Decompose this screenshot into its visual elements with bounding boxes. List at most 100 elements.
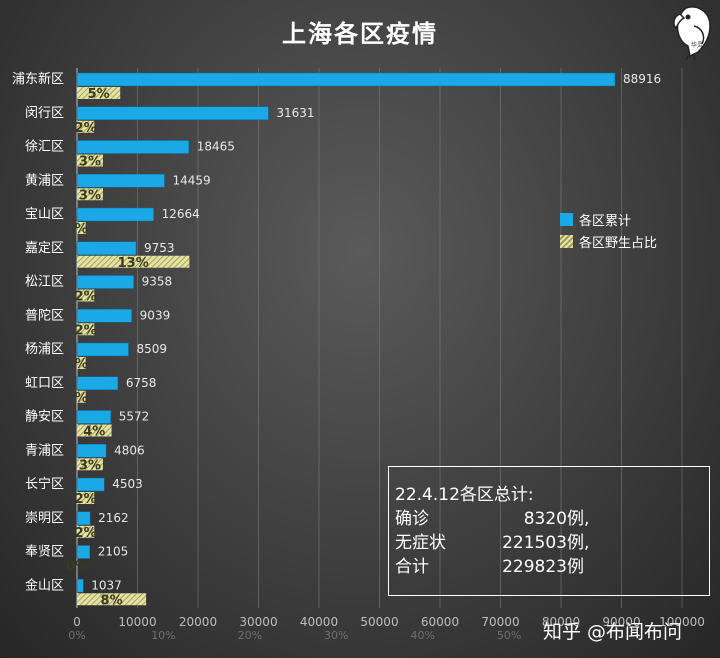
category-label: 松江区	[25, 275, 64, 290]
category-label: 黄浦区	[25, 173, 64, 188]
bar-percent-label: 2%	[75, 290, 97, 305]
bar-cumulative	[76, 444, 107, 458]
category-label: 虹口区	[25, 376, 64, 391]
category-label: 杨浦区	[25, 342, 64, 357]
bar-cumulative	[76, 477, 105, 492]
summary-unit: 例	[567, 557, 584, 577]
bar-cumulative	[76, 545, 90, 559]
bar-value-label: 12664	[162, 207, 200, 221]
bar-value-label: 18465	[197, 140, 235, 154]
chart-title: 上海各区疫情	[282, 20, 438, 48]
bar-cumulative	[76, 376, 119, 390]
bar-wild-ratio	[77, 458, 103, 471]
bar-value-label: 9039	[140, 308, 171, 322]
summary-value: 221503	[502, 533, 567, 553]
bar-cumulative	[76, 511, 91, 525]
x-tick-label-primary: 90000	[602, 615, 640, 629]
bar-wild-ratio	[77, 154, 103, 167]
summary-value: 229823	[502, 557, 567, 577]
x-tick-label-primary: 100000	[659, 615, 705, 629]
summary-unit: 例,	[567, 509, 590, 529]
x-tick-label-secondary: 30%	[324, 629, 348, 642]
x-tick-label-primary: 40000	[300, 615, 338, 629]
bar-percent-label: %	[75, 391, 88, 406]
x-tick-label-primary: 30000	[239, 615, 277, 629]
bar-cumulative	[76, 106, 269, 120]
bar-percent-label: 4%	[83, 425, 105, 440]
summary-unit: 例,	[567, 533, 590, 553]
bar-cumulative	[76, 309, 132, 323]
bar-percent-label: 2%	[75, 492, 97, 507]
bar-wild-ratio	[77, 357, 86, 369]
bar-cumulative	[76, 241, 137, 255]
summary-label: 合计	[395, 557, 429, 577]
category-label: 奉贤区	[25, 545, 64, 560]
bar-percent-label: %	[75, 222, 88, 237]
legend-label-cumulative: 各区累计	[579, 213, 632, 229]
bar-wild-ratio	[77, 390, 86, 403]
summary-label: 无症状	[395, 533, 446, 553]
category-label: 崇明区	[25, 511, 64, 526]
category-label: 徐汇区	[25, 140, 64, 155]
bar-percent-label: 0%	[66, 560, 88, 575]
x-tick-label-secondary: 20%	[238, 629, 262, 642]
bar-value-label: 14459	[172, 173, 210, 187]
x-tick-label-secondary: 50%	[497, 629, 521, 642]
bar-wild-ratio	[77, 222, 86, 234]
bar-percent-label: 3%	[79, 188, 101, 203]
bar-wild-ratio	[77, 87, 121, 99]
category-label: 静安区	[25, 410, 64, 425]
x-tick-label-primary: 20000	[179, 615, 217, 629]
summary-row-total: 合计 229823 例	[395, 555, 709, 579]
legend-swatch-wild-ratio	[560, 234, 573, 248]
bar-percent-label: 13%	[118, 256, 149, 271]
logo-text: 华灵	[691, 41, 703, 49]
legend-label-wild-ratio: 各区野生占比	[579, 235, 658, 251]
bar-percent-label: 3%	[79, 155, 101, 170]
bar-wild-ratio	[77, 424, 112, 437]
x-tick-label-secondary: 0%	[68, 629, 85, 642]
legend-swatch-cumulative	[560, 212, 573, 226]
bar-cumulative	[76, 140, 189, 154]
x-tick-label-secondary: 10%	[151, 629, 175, 642]
bar-cumulative	[76, 275, 134, 289]
parrot-logo-icon: 华灵	[673, 6, 711, 61]
legend-item-wild-ratio: 各区野生占比	[560, 230, 657, 252]
bar-wild-ratio	[77, 120, 95, 133]
chart-legend: 各区累计 各区野生占比	[560, 208, 657, 252]
bar-value-label: 2105	[98, 545, 129, 559]
bar-value-label: 1037	[91, 578, 122, 592]
bar-value-label: 9358	[142, 275, 173, 289]
watermark: 知乎 @布闻布问	[543, 621, 683, 643]
bar-percent-label: 3%	[79, 458, 101, 473]
bar-cumulative	[76, 207, 154, 222]
x-tick-label-secondary: 40%	[410, 629, 434, 642]
bar-value-label: 88916	[623, 72, 661, 86]
category-label: 普陀区	[25, 307, 64, 323]
bar-value-label: 9753	[144, 241, 175, 255]
bar-percent-label: 2%	[75, 526, 97, 541]
bar-wild-ratio	[77, 323, 95, 336]
summary-row-confirmed: 确诊 8320 例,	[395, 507, 709, 531]
summary-title: 22.4.12各区总计:	[395, 485, 534, 505]
summary-value: 8320	[523, 509, 567, 529]
bar-value-label: 4806	[114, 443, 145, 457]
bar-wild-ratio	[77, 289, 95, 302]
bar-cumulative	[76, 72, 616, 87]
bar-percent-label: %	[75, 357, 88, 372]
legend-item-cumulative: 各区累计	[560, 208, 657, 230]
category-label: 长宁区	[25, 476, 64, 492]
summary-box: 22.4.12各区总计: 确诊 8320 例, 无症状 221503 例, 合计…	[388, 466, 710, 596]
bar-percent-label: 8%	[101, 593, 123, 608]
x-tick-label-primary: 10000	[118, 615, 156, 629]
bar-wild-ratio	[77, 492, 95, 504]
summary-label: 确诊	[395, 509, 429, 529]
bar-cumulative	[76, 579, 84, 593]
category-label: 金山区	[25, 577, 64, 593]
x-tick-label-primary: 80000	[542, 615, 580, 629]
bar-value-label: 2162	[98, 511, 129, 525]
x-tick-label-primary: 50000	[360, 615, 398, 629]
bar-percent-label: 2%	[75, 323, 97, 338]
bar-cumulative	[76, 174, 165, 188]
bar-wild-ratio	[77, 525, 95, 538]
